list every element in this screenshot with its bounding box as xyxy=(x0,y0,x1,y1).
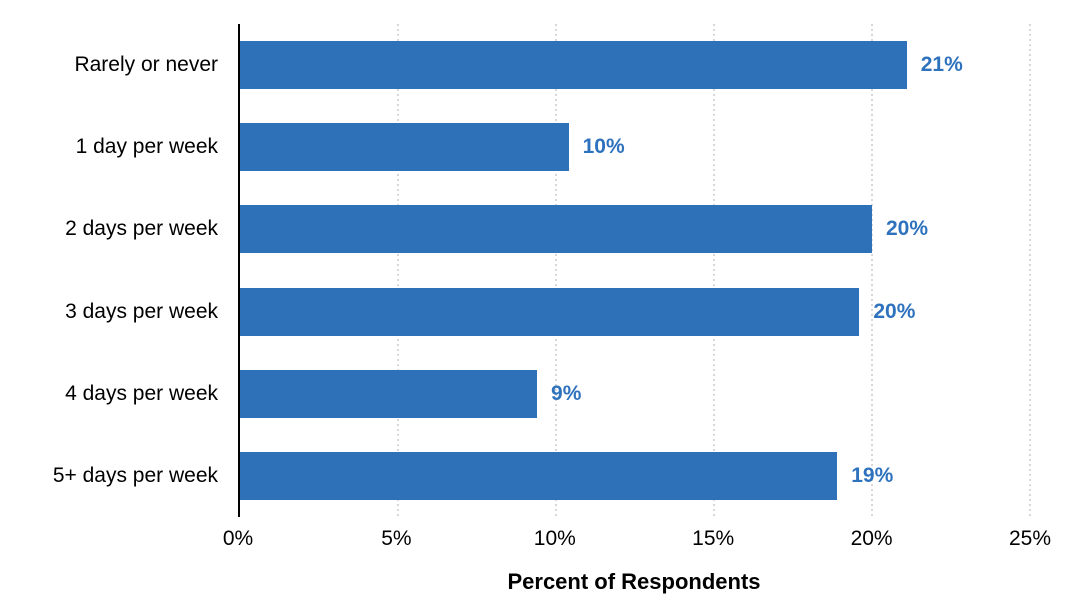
gridline-25pct xyxy=(1029,24,1031,517)
category-label: 1 day per week xyxy=(75,135,218,159)
x-tick-label: 5% xyxy=(381,527,412,550)
value-label: 10% xyxy=(582,135,625,159)
value-label: 20% xyxy=(873,299,916,323)
x-tick-label: 0% xyxy=(222,527,254,550)
bar-row: 19% xyxy=(240,435,1030,517)
category-label: 3 days per week xyxy=(65,299,218,323)
bar-4-days-per-week xyxy=(240,369,538,418)
category-label: Rarely or never xyxy=(74,53,218,77)
bar-rarely-or-never xyxy=(240,41,907,90)
plot-area: 21% 10% 20% 20% 9% 19% xyxy=(238,24,1031,517)
bar-2-days-per-week xyxy=(240,205,872,254)
bar-row: 10% xyxy=(240,106,1030,188)
category-label: 2 days per week xyxy=(65,217,218,241)
bar-row: 9% xyxy=(240,353,1030,435)
gridline-15pct xyxy=(713,24,715,517)
category-label: 4 days per week xyxy=(65,381,218,405)
bar-row: 21% xyxy=(240,24,1030,106)
x-tick-label: 20% xyxy=(850,527,893,550)
gridline-20pct xyxy=(871,24,873,517)
bar-row: 20% xyxy=(240,271,1030,353)
bar-row: 20% xyxy=(240,188,1030,270)
bar-3-days-per-week xyxy=(240,287,860,336)
bar-1-day-per-week xyxy=(240,123,569,172)
x-tick-label: 10% xyxy=(533,527,576,550)
gridline-5pct xyxy=(397,24,399,517)
value-label: 20% xyxy=(886,217,929,241)
x-tick-label: 25% xyxy=(1008,527,1052,550)
value-label: 9% xyxy=(551,381,582,405)
value-label: 21% xyxy=(920,53,963,77)
y-axis-category-labels: Rarely or never 1 day per week 2 days pe… xyxy=(0,24,218,517)
bar-5plus-days-per-week xyxy=(240,451,838,500)
bar-rows: 21% 10% 20% 20% 9% 19% xyxy=(240,24,1030,517)
value-label: 19% xyxy=(851,463,894,487)
x-axis-title: Percent of Respondents xyxy=(507,569,761,594)
category-label: 5+ days per week xyxy=(52,463,218,487)
x-axis-tick-labels: 0% 5% 10% 15% 20% 25% xyxy=(223,527,1051,553)
gridline-10pct xyxy=(555,24,557,517)
x-tick-label: 15% xyxy=(692,527,735,550)
